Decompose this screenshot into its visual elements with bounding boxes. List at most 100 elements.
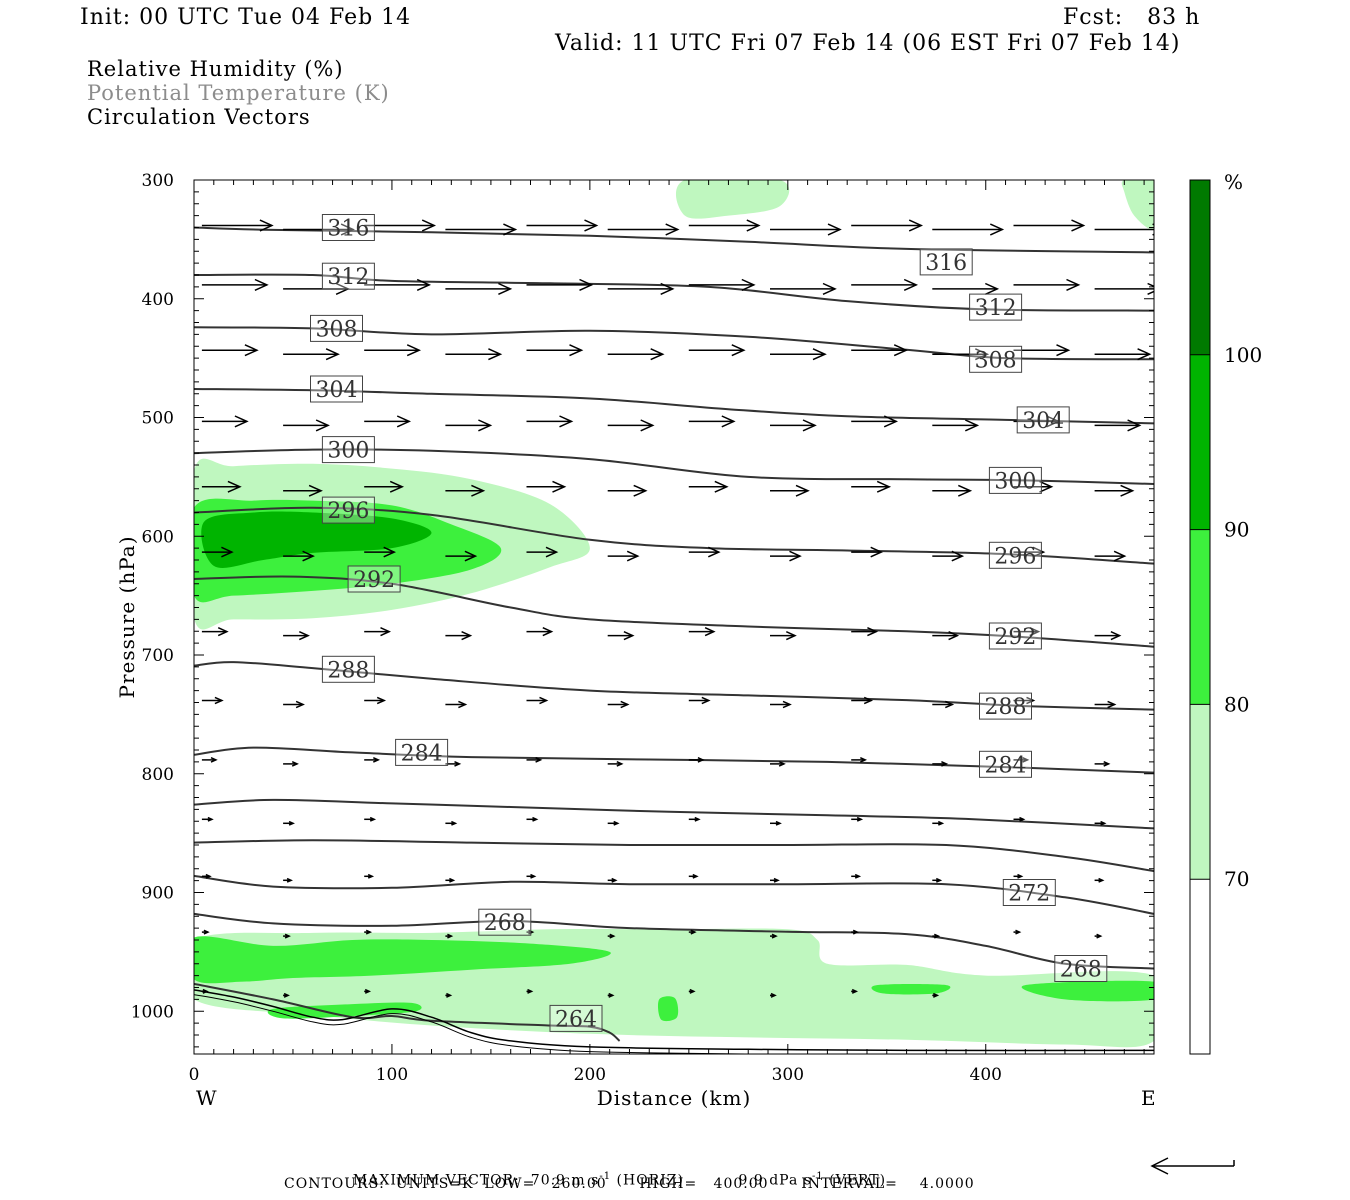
circulation-vector	[526, 627, 554, 637]
vector-head	[365, 929, 373, 935]
circulation-vector	[688, 627, 716, 637]
vector-head	[471, 484, 486, 497]
circulation-vector	[851, 988, 859, 994]
vector-head	[464, 550, 478, 562]
contour-label-text: 300	[327, 439, 369, 464]
vector-head	[302, 550, 315, 562]
contour-label-box	[988, 541, 1042, 569]
circulation-vector	[688, 480, 729, 493]
y-tick-label: 400	[142, 290, 174, 310]
circulation-vector	[932, 992, 940, 998]
contour-label-text: 300	[994, 469, 1036, 494]
vector-head	[569, 344, 584, 357]
vector-head	[535, 757, 543, 763]
vector-head	[383, 546, 397, 558]
circulation-vector	[283, 419, 330, 432]
circulation-vector	[1013, 480, 1054, 493]
circulation-vector	[932, 761, 949, 767]
vector-head	[207, 816, 214, 822]
vector-head	[714, 480, 729, 493]
vector-head	[1137, 348, 1152, 361]
contour-label-text: 296	[994, 544, 1036, 569]
vector-head	[376, 696, 387, 705]
circulation-vector	[688, 988, 696, 994]
contour-label-292: 292	[988, 622, 1042, 650]
vector-head	[789, 550, 802, 562]
colorbar-frame	[1189, 179, 1211, 1055]
x-tick-label: 300	[772, 1065, 804, 1085]
vector-head	[1066, 278, 1081, 291]
vector-head	[704, 627, 716, 637]
circulation-vector	[445, 933, 454, 939]
vector-head	[446, 992, 453, 998]
circulation-vector	[526, 696, 549, 705]
reference-vector-head	[1150, 1157, 1169, 1175]
circulation-vector	[770, 700, 792, 709]
contour-label-296: 296	[988, 541, 1042, 569]
circulation-vector	[770, 348, 827, 361]
plot-background	[194, 180, 1154, 1054]
vector-head	[369, 816, 377, 822]
vector-head	[903, 278, 919, 291]
contour-label-text: 284	[401, 741, 443, 766]
contour-label-box	[1016, 406, 1070, 434]
vector-head	[527, 988, 534, 994]
circulation-vector	[932, 933, 941, 939]
vector-head	[1026, 696, 1036, 705]
contour-label-text: 312	[327, 265, 369, 290]
circulation-vector	[445, 550, 478, 562]
vector-head	[539, 696, 549, 705]
contour-label-300: 300	[321, 436, 375, 464]
circulation-vector	[283, 223, 355, 236]
colorbar-level-label: 70	[1224, 867, 1249, 891]
circulation-vector	[770, 992, 777, 998]
circulation-vector	[283, 877, 293, 883]
vector-head	[701, 696, 711, 705]
contour-label-text: 264	[555, 1007, 597, 1032]
vector-head	[552, 480, 567, 493]
circulation-vector	[364, 344, 422, 357]
circulation-vector	[1094, 761, 1111, 767]
circulation-vector	[1013, 696, 1036, 705]
vector-head	[863, 696, 874, 705]
vector-head	[308, 484, 323, 497]
max-vector-vert-tag: (VERT)	[829, 1172, 887, 1189]
vector-head	[854, 873, 862, 879]
circulation-vector	[688, 873, 699, 879]
vector-head	[298, 631, 310, 641]
circulation-vector	[445, 282, 513, 295]
vector-head	[944, 700, 955, 709]
circulation-vector	[770, 484, 810, 497]
circulation-vector	[607, 761, 624, 767]
circulation-vector	[201, 929, 210, 935]
vector-head	[283, 992, 290, 998]
vector-head	[935, 877, 943, 883]
contour-label-box	[321, 496, 375, 524]
circulation-vector	[1094, 877, 1105, 883]
circulation-vector	[932, 820, 945, 826]
circulation-vector	[607, 820, 620, 826]
vector-head	[325, 348, 340, 361]
circulation-vector	[364, 757, 381, 763]
circulation-vector	[201, 546, 234, 558]
circulation-vector	[1094, 820, 1107, 826]
vector-head	[957, 484, 973, 497]
circulation-vector	[445, 419, 493, 432]
theta-contour-300	[194, 448, 1154, 485]
forecast-hour: Fcst: 83 h	[1063, 5, 1201, 30]
vector-head	[503, 223, 518, 236]
circulation-vector	[607, 631, 635, 641]
circulation-vector	[607, 484, 648, 497]
contour-label-text: 316	[327, 217, 369, 242]
circulation-vector	[201, 757, 218, 763]
contour-label-box	[969, 345, 1023, 373]
contour-label-288: 288	[321, 655, 375, 683]
circulation-vector	[1013, 757, 1030, 763]
contour-label-316: 316	[919, 248, 973, 276]
vector-head	[1029, 627, 1041, 637]
circulation-vector	[688, 415, 736, 428]
vector-head	[640, 419, 655, 432]
vector-head	[372, 757, 381, 763]
vector-head	[694, 816, 701, 822]
vector-head	[721, 415, 736, 428]
